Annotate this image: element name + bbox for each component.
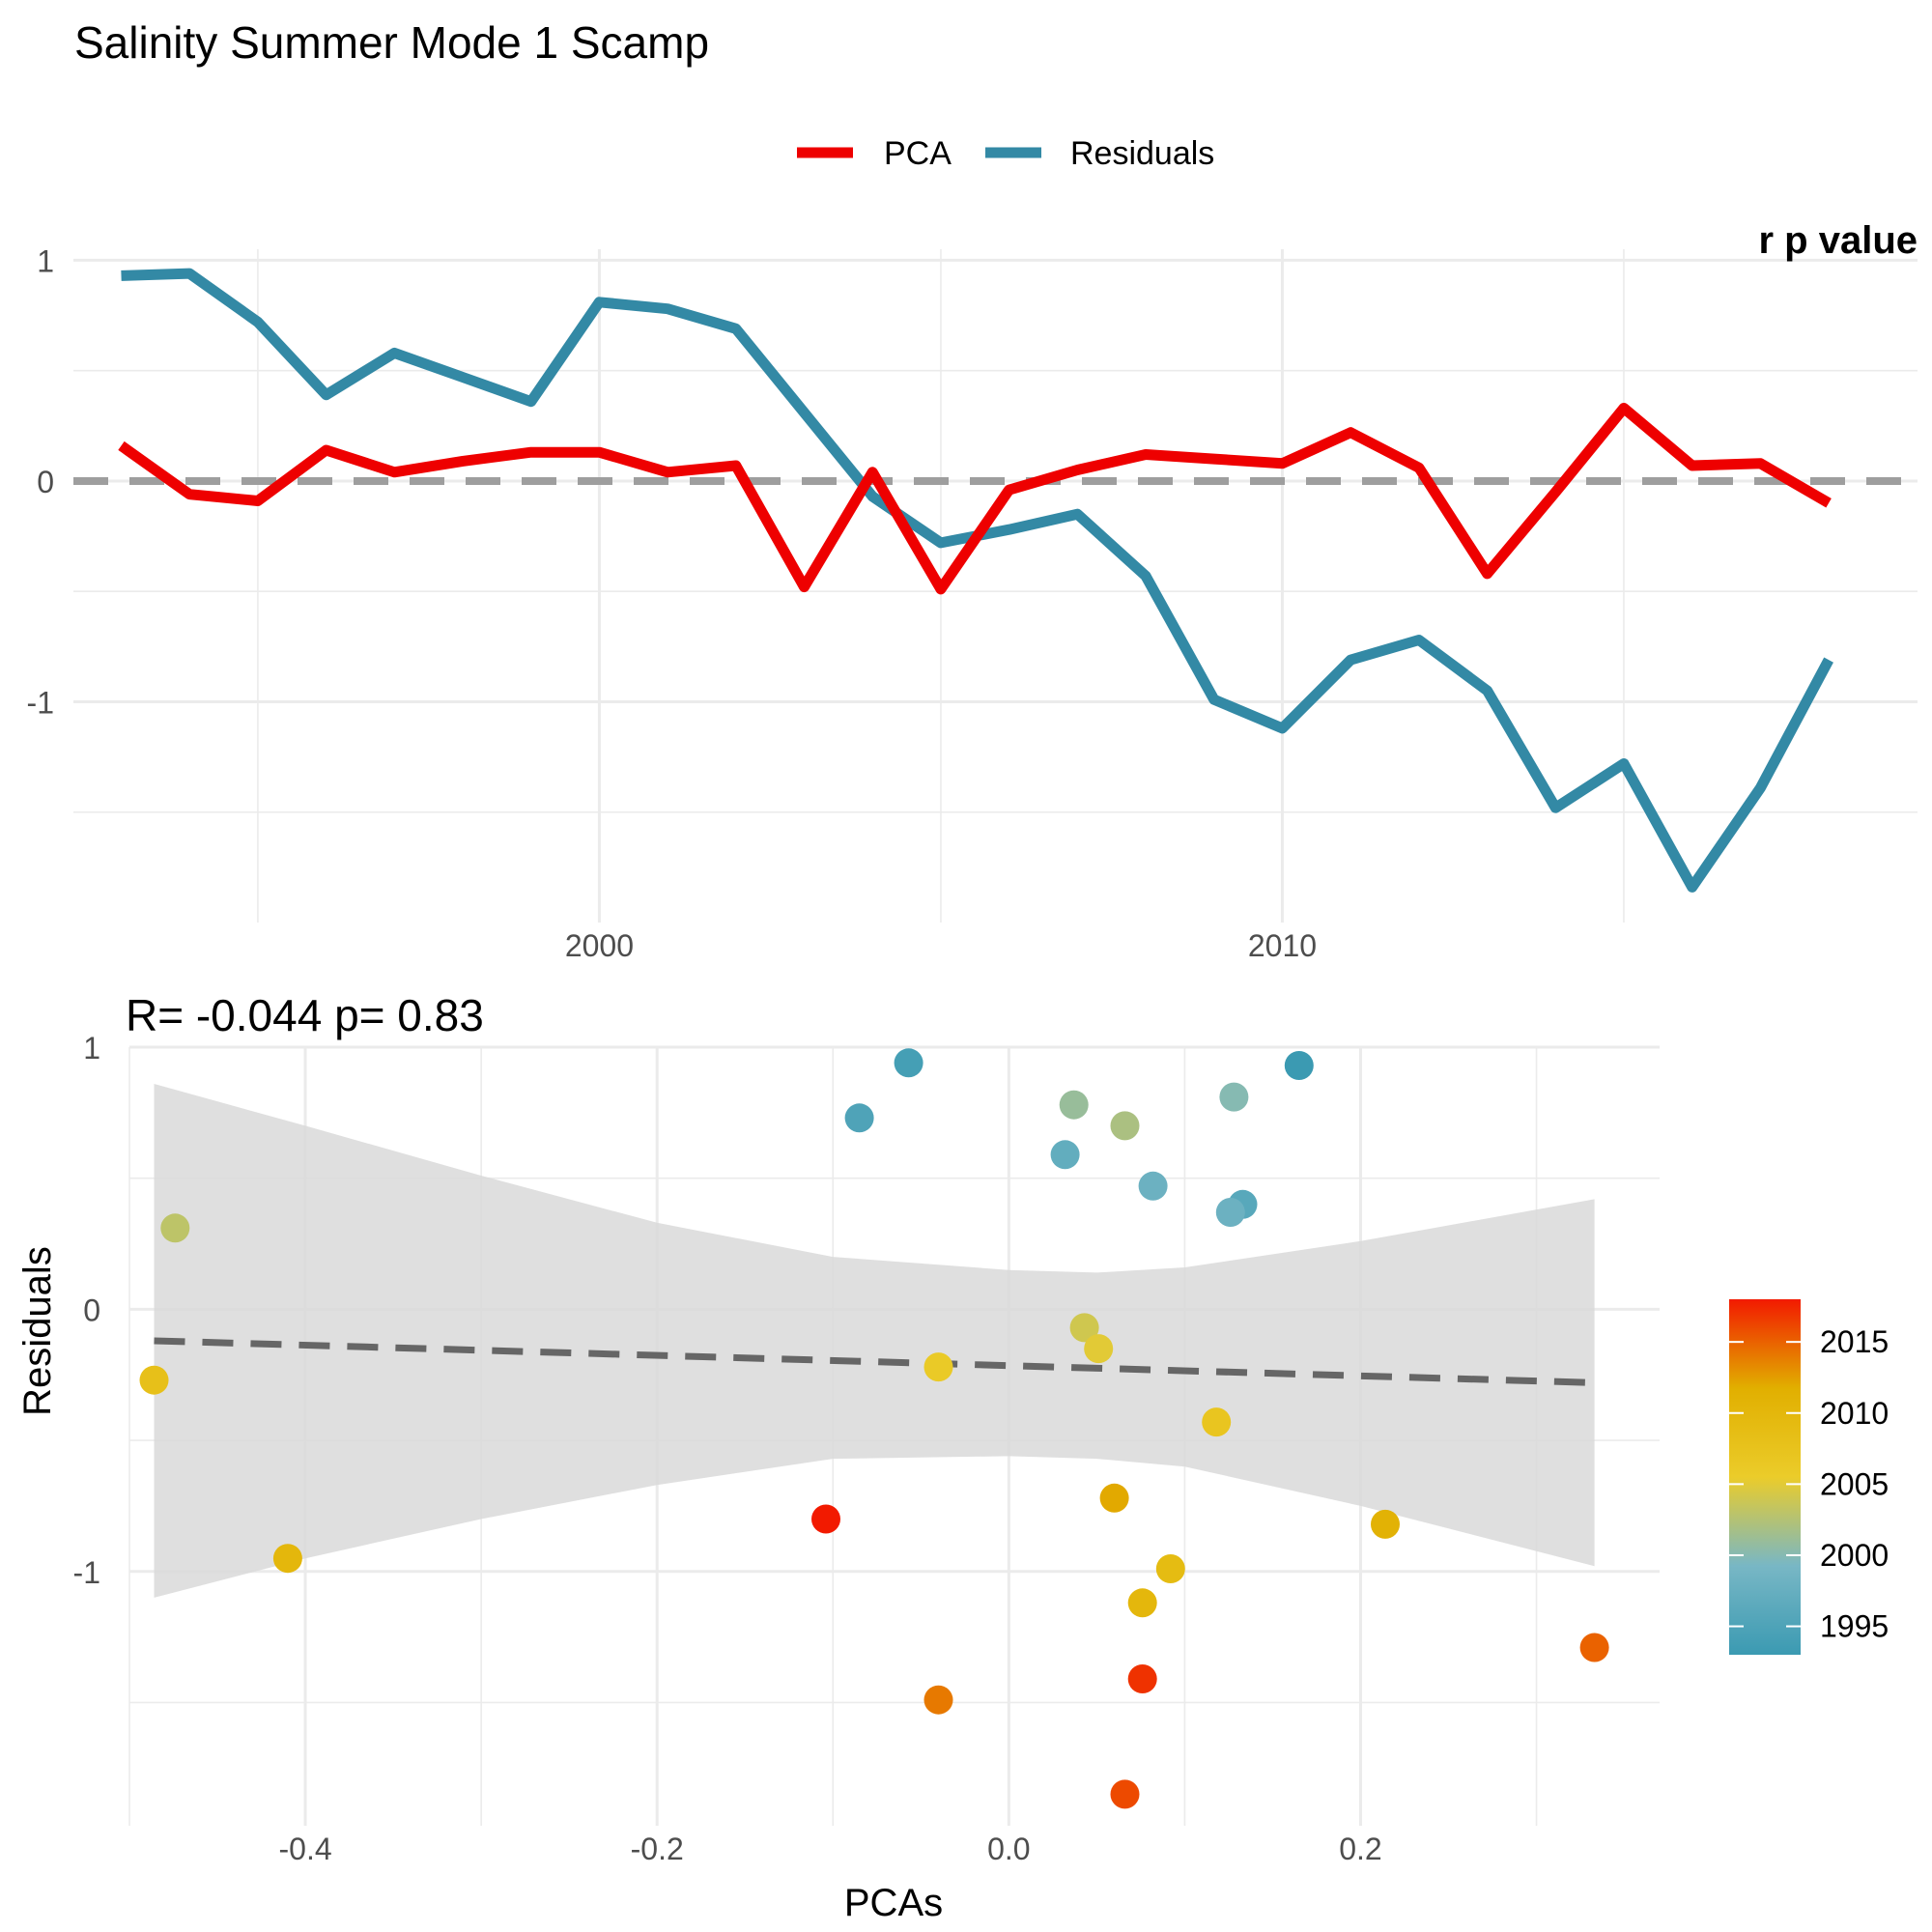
scatter-point [923,1352,953,1382]
x-tick-label: 0.2 [1339,1832,1381,1866]
scatter-point [1050,1140,1080,1170]
scatter-point [1059,1090,1089,1120]
top-gridlines [73,249,1918,923]
y-tick-label: 0 [83,1293,100,1327]
top-axis-labels: -1 0 1 2000 2010 [27,243,1318,963]
scatter-point [1084,1334,1114,1364]
scatter-point [1099,1483,1129,1513]
colorbar-tick-label: 2005 [1820,1466,1889,1501]
colorbar-tick-label: 1995 [1820,1609,1889,1644]
x-axis-title: PCAs [844,1882,943,1924]
y-tick-label: 0 [37,465,54,499]
y-tick-label: -1 [73,1555,100,1590]
time-series-panel: -1 0 1 2000 2010 r p value PCA Residuals [27,135,1918,963]
bottom-axis-labels: -1 0 1 -0.4 -0.2 0.0 0.2 [73,1031,1382,1866]
confidence-band [154,1084,1595,1598]
scatter-point [894,1048,923,1078]
scatter-panel: R= -0.044 p= 0.83 -1 0 1 -0.4 -0.2 0.0 0.2 PCA… [16,990,1889,1924]
scatter-point [923,1685,953,1715]
scatter-point [1155,1554,1185,1583]
y-tick-label: 1 [83,1031,100,1065]
scatter-point [160,1213,190,1243]
scatter-point [811,1504,840,1534]
series-lines [118,268,1833,893]
scatter-point [1579,1633,1609,1662]
scatter-point [1110,1779,1140,1809]
scatter-point [1202,1407,1232,1437]
y-tick-label: -1 [27,685,54,720]
colorbar-gradient [1729,1299,1801,1655]
year-colorbar: 1995 2000 2005 2010 2015 [1729,1299,1889,1655]
y-tick-label: 1 [37,243,54,278]
legend-label-pca: PCA [884,135,952,172]
x-tick-label: 2010 [1248,928,1317,963]
colorbar-tick-label: 2015 [1820,1324,1889,1359]
scatter-point [1110,1111,1140,1141]
scatter-point [1127,1588,1157,1618]
scatter-point [1371,1509,1400,1539]
scatter-point [1138,1171,1168,1201]
scatter-points [139,1048,1609,1809]
y-axis-title: Residuals [16,1246,59,1416]
scatter-point [1215,1198,1245,1227]
colorbar-tick-label: 2000 [1820,1538,1889,1573]
figure-title: Salinity Summer Mode 1 Scamp [74,17,709,68]
scatter-point [1069,1313,1099,1343]
scatter-point [1284,1051,1314,1080]
legend: PCA Residuals [797,135,1214,172]
colorbar-tick-label: 2010 [1820,1396,1889,1431]
scatter-point [1219,1082,1249,1112]
corner-label: r p value [1758,219,1918,262]
series-line-pca [118,403,1832,595]
x-tick-label: -0.2 [631,1832,684,1866]
correlation-subtitle: R= -0.044 p= 0.83 [126,990,484,1040]
scatter-point [272,1544,302,1574]
scatter-point [1127,1664,1157,1693]
x-tick-label: 0.0 [987,1832,1030,1866]
scatter-point [844,1103,874,1133]
scatter-point [139,1365,169,1395]
legend-label-residuals: Residuals [1070,135,1214,172]
x-tick-label: -0.4 [278,1832,331,1866]
x-tick-label: 2000 [565,928,634,963]
series-line-residuals [121,268,1833,893]
